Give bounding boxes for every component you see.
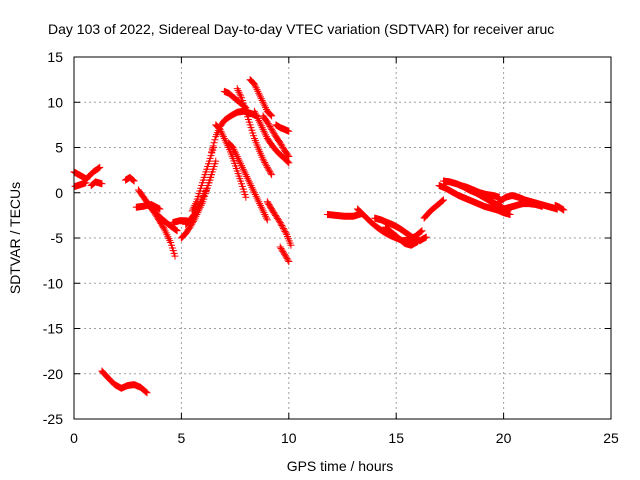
x-axis-label: GPS time / hours [287, 458, 394, 474]
data-point-markers [71, 179, 90, 190]
data-series [500, 200, 546, 213]
data-point-markers [212, 121, 250, 201]
data-point-markers [250, 107, 293, 167]
y-tick-label: 5 [55, 140, 63, 156]
y-tick-label: -5 [51, 230, 64, 246]
data-series [381, 223, 422, 249]
data-point-markers [233, 85, 276, 179]
data-series [233, 85, 276, 179]
data-series [435, 182, 514, 218]
data-point-markers [98, 367, 151, 397]
data-point-markers [246, 76, 276, 120]
data-point-markers [276, 243, 293, 266]
data-point-markers [83, 163, 104, 182]
data-series [122, 173, 138, 185]
axis-ticks: 0 5 10 15 20 25 -25 -20 -15 -10 -5 0 5 10 15 [43, 49, 619, 446]
data-point-markers [323, 210, 366, 220]
data-series [250, 107, 293, 167]
y-tick-label: -25 [43, 411, 63, 427]
data-series [371, 214, 430, 245]
data-series [132, 201, 164, 213]
y-tick-label: 10 [47, 94, 63, 110]
x-tick-label: 10 [281, 430, 297, 446]
data-series [263, 198, 295, 249]
data-point-markers [272, 121, 293, 135]
data-point-markers [132, 201, 164, 213]
data-point-markers [457, 182, 503, 201]
data-point-markers [225, 139, 271, 224]
data-point-markers [259, 112, 293, 161]
data-series [323, 210, 366, 220]
data-point-markers [87, 178, 106, 190]
data-series [83, 163, 104, 182]
data-series [276, 243, 293, 266]
x-tick-label: 25 [603, 430, 619, 446]
data-series [420, 196, 447, 222]
data-series [87, 178, 106, 190]
chart-title: Day 103 of 2022, Sidereal Day-to-day VTE… [48, 21, 554, 37]
y-axis-label: SDTVAR / TECUs [7, 182, 23, 294]
data-point-markers [207, 107, 261, 156]
data-point-markers [122, 173, 138, 185]
data-series [551, 201, 568, 214]
data-series [207, 107, 261, 156]
data-point-markers [381, 223, 422, 249]
data-point-markers [371, 214, 430, 245]
data-point-markers [169, 217, 196, 227]
y-tick-label: -15 [43, 321, 63, 337]
x-tick-label: 5 [178, 430, 186, 446]
data-point-markers [500, 200, 546, 213]
data-point-markers [420, 196, 447, 222]
data-point-markers [435, 182, 514, 218]
data-points [70, 76, 568, 397]
data-point-markers [551, 201, 568, 214]
y-tick-label: 0 [55, 185, 63, 201]
data-series [259, 112, 293, 161]
x-tick-label: 20 [496, 430, 512, 446]
data-point-markers [263, 198, 295, 249]
data-series [212, 121, 250, 201]
x-tick-label: 0 [70, 430, 78, 446]
data-series [98, 367, 151, 397]
y-tick-label: -10 [43, 275, 63, 291]
data-series [71, 179, 90, 190]
y-tick-label: -20 [43, 366, 63, 382]
data-series [246, 76, 276, 120]
data-series [169, 217, 196, 227]
x-tick-label: 15 [388, 430, 404, 446]
y-tick-label: 15 [47, 49, 63, 65]
data-series [457, 182, 503, 201]
data-series [272, 121, 293, 135]
grid-lines [74, 57, 611, 419]
data-series [225, 139, 271, 224]
